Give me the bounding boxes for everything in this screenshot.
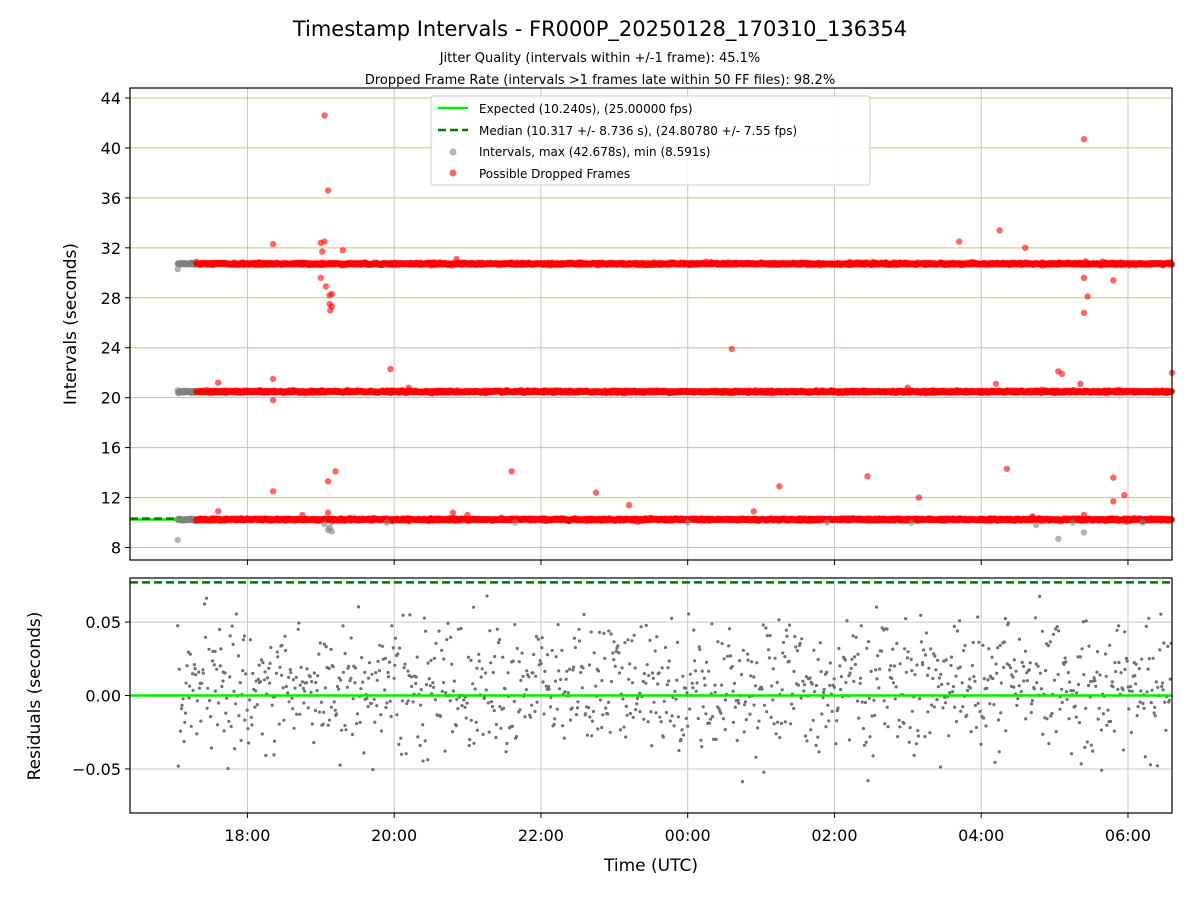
chart-subtitle-dropped: Dropped Frame Rate (intervals >1 frames … <box>365 73 835 88</box>
chart-subtitle-jitter: Jitter Quality (intervals within +/-1 fr… <box>439 51 761 66</box>
top-data-points <box>174 112 1176 544</box>
chart-title: Timestamp Intervals - FR000P_20250128_17… <box>292 17 907 42</box>
